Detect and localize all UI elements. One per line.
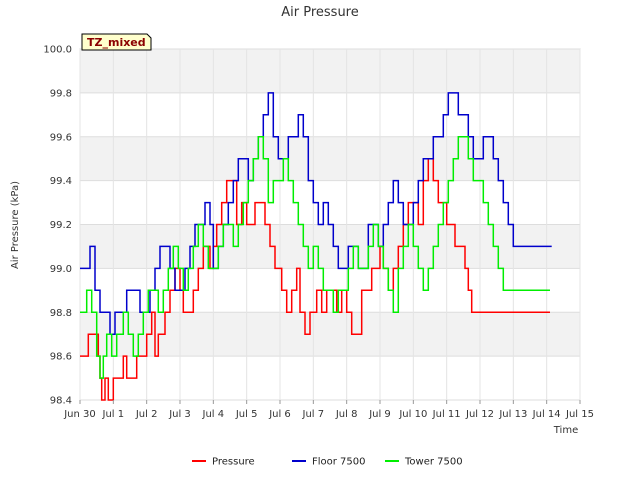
x-tick-label: Jul 4	[202, 409, 225, 420]
x-tick-label: Jul 5	[235, 409, 258, 420]
y-tick-label: 99.0	[50, 264, 72, 275]
legend-label: Tower 7500	[404, 457, 463, 468]
tz-badge: TZ_mixed	[81, 33, 152, 51]
x-tick-label: Jul 8	[335, 409, 358, 420]
y-tick-label: 99.6	[50, 132, 72, 143]
x-tick-label: Jul 6	[268, 409, 291, 420]
tz-badge-box	[81, 33, 152, 51]
x-tick-label: Jul 11	[432, 409, 461, 420]
x-tick-label: Jul 1	[102, 409, 125, 420]
background-band	[80, 180, 580, 225]
y-tick-label: 98.6	[50, 352, 72, 363]
tz-badge-label: TZ_mixed	[87, 36, 146, 49]
background-band	[80, 49, 580, 93]
y-tick-label: 99.2	[50, 220, 72, 231]
y-tick-label: 99.4	[50, 176, 72, 187]
x-tick-label: Jul 9	[368, 409, 391, 420]
x-tick-label: Jul 3	[168, 409, 191, 420]
x-tick-label: Jul 7	[302, 409, 325, 420]
x-tick-label: Jul 12	[465, 409, 494, 420]
legend: Pressure Floor 7500 Tower 7500	[192, 457, 463, 468]
x-tick-label: Jul 15	[565, 409, 594, 420]
x-tick-label: Jul 13	[498, 409, 527, 420]
series-line-tower-7500	[80, 136, 550, 379]
x-tick-label: Jul 2	[135, 409, 158, 420]
x-tick-label: Jun 30	[63, 409, 96, 420]
x-axis-ticks: Jun 30 Jul 1 Jul 2 Jul 3 Jul 4 Jul 5 Jul 6 Jul …	[63, 400, 594, 420]
x-tick-label: Jul 14	[532, 409, 561, 420]
y-tick-label: 98.4	[50, 396, 72, 407]
background-band	[80, 136, 580, 181]
chart-title: Air Pressure	[281, 5, 359, 20]
background-band	[80, 356, 580, 400]
y-tick-label: 98.8	[50, 308, 72, 319]
legend-label: Pressure	[212, 457, 255, 468]
background-band	[80, 224, 580, 269]
y-tick-label: 100.0	[43, 45, 72, 56]
x-axis-title: Time	[553, 425, 578, 436]
x-tick-label: Jul 10	[398, 409, 427, 420]
y-axis-ticks: 98.4 98.6 98.8 99.0 99.2 99.4 99.6 99.8 100.0	[43, 45, 72, 407]
background-band	[80, 92, 580, 137]
y-axis-title: Air Pressure (kPa)	[10, 181, 21, 269]
legend-label: Floor 7500	[312, 457, 366, 468]
series-line-floor-7500	[80, 92, 552, 335]
y-tick-label: 99.8	[50, 88, 72, 99]
series-lines	[80, 92, 552, 401]
